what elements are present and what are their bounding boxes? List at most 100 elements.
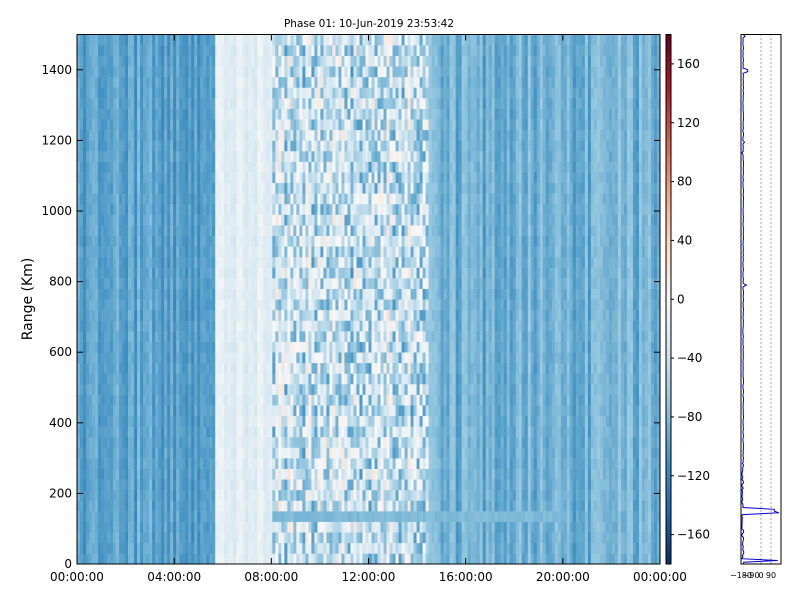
heatmap-cell (221, 479, 225, 491)
heatmap-cell (242, 553, 246, 565)
heatmap-cell (203, 108, 207, 120)
chart-title: Phase 01: 10-Jun-2019 23:53:42 (284, 18, 454, 30)
heatmap-cell (209, 76, 213, 88)
heatmap-cell (194, 203, 198, 215)
heatmap-cell (233, 447, 237, 459)
heatmap-cell (191, 119, 195, 131)
heatmap-cell (209, 405, 213, 417)
heatmap-cell (86, 140, 90, 152)
heatmap-cell (344, 203, 348, 215)
heatmap-cell (110, 553, 114, 565)
heatmap-cell (365, 405, 369, 417)
heatmap-cell (209, 309, 213, 321)
heatmap-cell (284, 511, 288, 522)
heatmap-cell (98, 383, 102, 395)
heatmap-cell (101, 108, 105, 120)
heatmap-cell (197, 161, 201, 173)
heatmap-cell (92, 246, 96, 258)
heatmap-cell (188, 415, 192, 427)
heatmap-cell (158, 415, 162, 427)
heatmap-cell (200, 352, 204, 364)
heatmap-cell (248, 352, 252, 364)
heatmap-cell (209, 87, 213, 99)
heatmap-cell (209, 415, 213, 427)
heatmap-cell (113, 45, 117, 56)
heatmap-cell (110, 235, 114, 247)
heatmap-cell (326, 394, 330, 406)
heatmap-cell (245, 66, 249, 78)
heatmap-cell (77, 66, 81, 78)
heatmap-cell (92, 362, 96, 374)
heatmap-cell (191, 288, 195, 300)
heatmap-cell (341, 98, 345, 109)
heatmap-cell (242, 447, 246, 459)
heatmap-cell (362, 256, 366, 268)
heatmap-cell (314, 129, 318, 141)
heatmap-cell (308, 140, 312, 152)
heatmap-cell (77, 278, 81, 289)
heatmap-cell (323, 394, 327, 406)
heatmap-cell (119, 415, 123, 427)
heatmap-cell (89, 500, 93, 512)
heatmap-cell (218, 447, 222, 459)
heatmap-cell (242, 182, 246, 194)
heatmap-cell (128, 256, 132, 268)
heatmap-cell (302, 98, 306, 109)
heatmap-cell (233, 119, 237, 131)
heatmap-cell (119, 76, 123, 88)
heatmap-cell (314, 34, 318, 46)
heatmap-cell (278, 161, 282, 173)
heatmap-cell (155, 383, 159, 395)
heatmap-cell (320, 415, 324, 427)
heatmap-cell (263, 362, 267, 374)
heatmap-cell (98, 309, 102, 321)
heatmap-cell (371, 521, 375, 533)
heatmap-cell (230, 45, 234, 56)
heatmap-cell (152, 203, 156, 215)
heatmap-cell (230, 55, 234, 67)
heatmap-cell (125, 235, 129, 247)
heatmap-cell (329, 235, 333, 247)
heatmap-cell (371, 405, 375, 417)
heatmap-cell (290, 108, 294, 120)
heatmap-cell (92, 203, 96, 215)
heatmap-cell (365, 288, 369, 300)
heatmap-cell (329, 182, 333, 194)
heatmap-cell (155, 405, 159, 417)
heatmap-cell (344, 468, 348, 480)
heatmap-cell (341, 66, 345, 78)
heatmap-cell (314, 267, 318, 279)
heatmap-cell (353, 108, 357, 120)
heatmap-cell (338, 119, 342, 131)
heatmap-cell (158, 66, 162, 78)
heatmap-cell (320, 161, 324, 173)
heatmap-cell (323, 352, 327, 364)
heatmap-cell (371, 542, 375, 554)
heatmap-cell (341, 108, 345, 120)
heatmap-cell (254, 129, 258, 141)
heatmap-cell (122, 320, 126, 332)
heatmap-cell (221, 426, 225, 438)
heatmap-cell (158, 532, 162, 544)
heatmap-cell (326, 511, 330, 522)
heatmap-cell (323, 119, 327, 131)
heatmap-cell (128, 468, 132, 480)
heatmap-cell (371, 373, 375, 385)
heatmap-cell (236, 108, 240, 120)
heatmap-cell (152, 34, 156, 46)
heatmap-cell (371, 66, 375, 78)
heatmap-cell (155, 119, 159, 131)
heatmap-cell (101, 373, 105, 385)
heatmap-cell (164, 150, 168, 162)
heatmap-cell (209, 331, 213, 342)
heatmap-cell (212, 511, 216, 522)
heatmap-cell (191, 362, 195, 374)
heatmap-cell (77, 447, 81, 459)
heatmap-cell (161, 299, 165, 311)
heatmap-cell (260, 542, 264, 554)
heatmap-cell (146, 511, 150, 522)
heatmap-cell (137, 553, 141, 565)
heatmap-cell (140, 500, 144, 512)
heatmap-cell (236, 203, 240, 215)
heatmap-cell (266, 362, 270, 374)
